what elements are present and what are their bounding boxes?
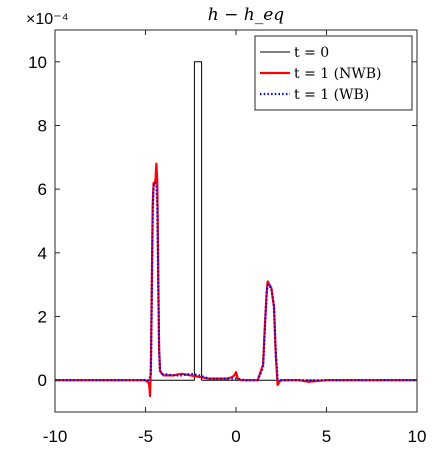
y-tick-label: 6: [38, 180, 47, 199]
legend-label: t = 1 (WB): [294, 87, 369, 103]
y-tick-label: 10: [28, 53, 47, 72]
chart-title: h − h_eq: [208, 5, 285, 25]
y-axis-multiplier: ×10⁻⁴: [26, 11, 69, 28]
x-tick-label: 5: [322, 427, 331, 446]
legend-label: t = 0: [294, 45, 329, 61]
legend: t = 0 t = 1 (NWB) t = 1 (WB): [254, 35, 413, 111]
series-line-2: [55, 162, 417, 398]
x-tick-label: -10: [43, 427, 68, 446]
x-tick-label: 10: [408, 427, 427, 446]
legend-label: t = 1 (NWB): [294, 66, 381, 82]
y-tick-label: 8: [38, 117, 47, 136]
y-tick-label: 0: [38, 371, 47, 390]
series-layer: [55, 61, 417, 398]
y-tick-label: 2: [38, 308, 47, 327]
x-tick-label: -5: [138, 427, 153, 446]
y-tick-label: 4: [38, 244, 47, 263]
ticks-layer: -10 -5 0 5 10 0 2 4 6 8 10: [28, 30, 426, 446]
series-line-1: [55, 61, 417, 381]
x-tick-label: 0: [231, 427, 240, 446]
